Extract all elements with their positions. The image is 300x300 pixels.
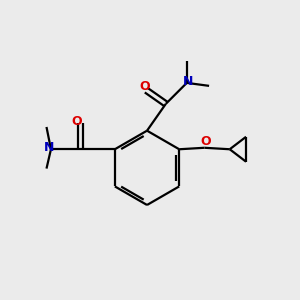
Text: O: O — [140, 80, 150, 93]
Text: N: N — [183, 75, 194, 88]
Text: N: N — [44, 141, 55, 154]
Text: O: O — [201, 135, 211, 148]
Text: O: O — [71, 115, 82, 128]
